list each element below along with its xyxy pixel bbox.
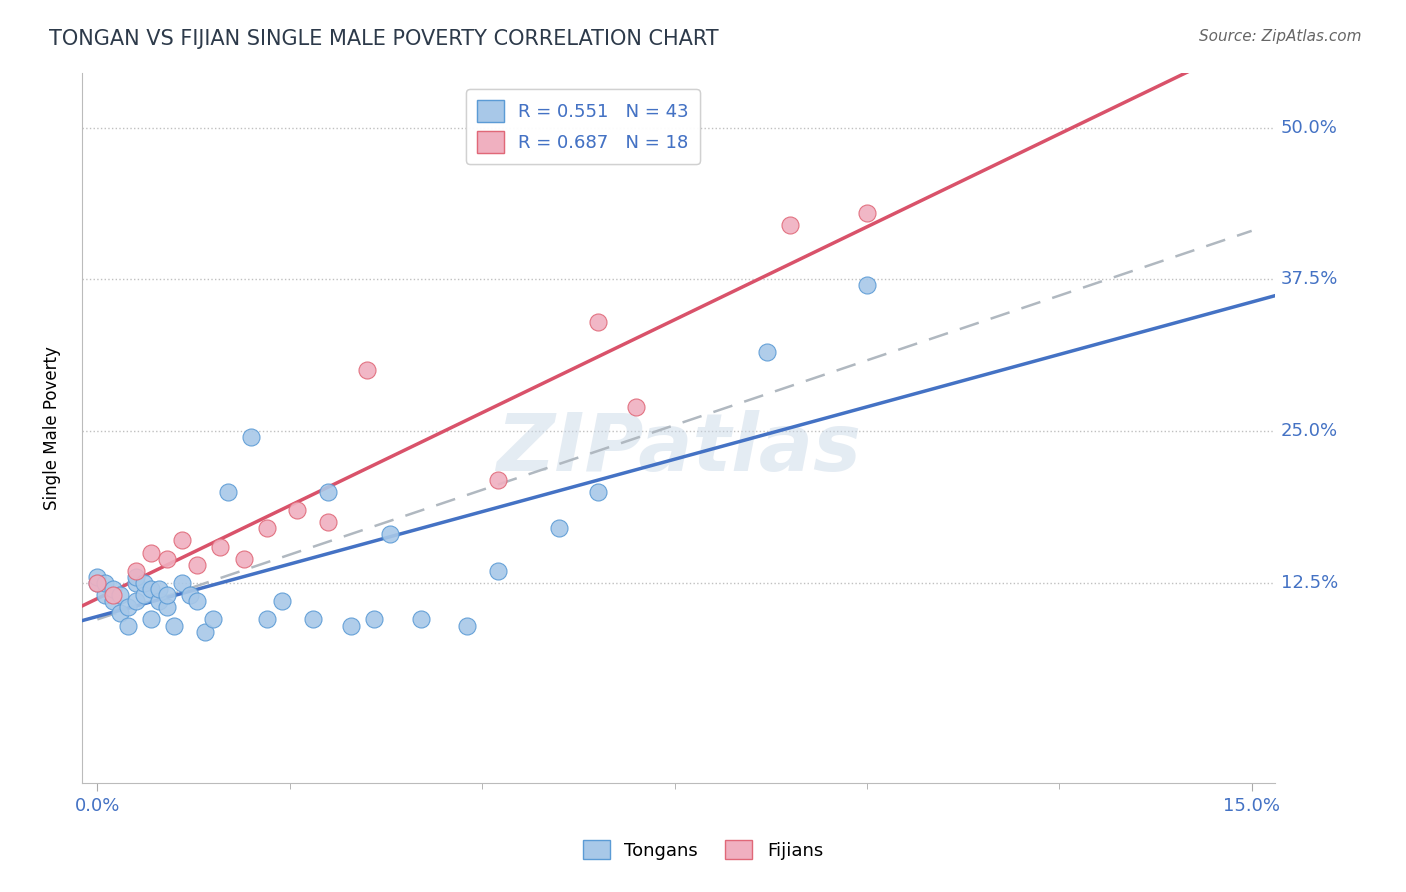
- Point: [194, 624, 217, 639]
- Point: [586, 484, 609, 499]
- Point: [94, 588, 117, 602]
- Point: [170, 576, 193, 591]
- Point: [141, 582, 163, 596]
- Point: [125, 594, 148, 608]
- Point: [117, 618, 139, 632]
- Point: [232, 551, 254, 566]
- Point: [86, 570, 108, 584]
- Point: [240, 430, 263, 444]
- Point: [117, 600, 139, 615]
- Point: [486, 473, 509, 487]
- Point: [548, 521, 571, 535]
- Point: [101, 594, 124, 608]
- Text: 25.0%: 25.0%: [1281, 422, 1339, 441]
- Legend: Tongans, Fijians: Tongans, Fijians: [575, 832, 831, 867]
- Point: [101, 588, 124, 602]
- Text: TONGAN VS FIJIAN SINGLE MALE POVERTY CORRELATION CHART: TONGAN VS FIJIAN SINGLE MALE POVERTY COR…: [49, 29, 718, 49]
- Point: [755, 345, 778, 359]
- Point: [301, 612, 323, 626]
- Text: Source: ZipAtlas.com: Source: ZipAtlas.com: [1198, 29, 1361, 45]
- Text: 37.5%: 37.5%: [1281, 270, 1339, 288]
- Point: [132, 576, 155, 591]
- Point: [186, 594, 208, 608]
- Point: [456, 618, 478, 632]
- Point: [779, 218, 801, 232]
- Point: [110, 607, 132, 621]
- Text: 50.0%: 50.0%: [1281, 119, 1337, 136]
- Point: [316, 516, 339, 530]
- Point: [179, 588, 201, 602]
- Point: [316, 484, 339, 499]
- Point: [209, 540, 232, 554]
- Point: [409, 612, 432, 626]
- Point: [94, 576, 117, 591]
- Point: [125, 570, 148, 584]
- Text: 12.5%: 12.5%: [1281, 574, 1339, 592]
- Point: [340, 618, 363, 632]
- Point: [256, 612, 278, 626]
- Point: [101, 582, 124, 596]
- Point: [363, 612, 385, 626]
- Point: [586, 315, 609, 329]
- Point: [141, 612, 163, 626]
- Point: [170, 533, 193, 548]
- Point: [378, 527, 401, 541]
- Point: [155, 551, 177, 566]
- Point: [856, 278, 879, 293]
- Point: [155, 588, 177, 602]
- Point: [86, 576, 108, 591]
- Point: [132, 588, 155, 602]
- Point: [110, 588, 132, 602]
- Point: [217, 484, 239, 499]
- Point: [256, 521, 278, 535]
- Point: [125, 564, 148, 578]
- Point: [624, 400, 647, 414]
- Point: [356, 363, 378, 377]
- Y-axis label: Single Male Poverty: Single Male Poverty: [44, 346, 60, 510]
- Point: [125, 576, 148, 591]
- Point: [271, 594, 294, 608]
- Point: [141, 546, 163, 560]
- Text: ZIPatlas: ZIPatlas: [496, 410, 860, 489]
- Point: [163, 618, 186, 632]
- Legend: R = 0.551   N = 43, R = 0.687   N = 18: R = 0.551 N = 43, R = 0.687 N = 18: [465, 89, 700, 164]
- Point: [148, 582, 170, 596]
- Point: [486, 564, 509, 578]
- Point: [86, 576, 108, 591]
- Point: [148, 594, 170, 608]
- Point: [287, 503, 309, 517]
- Point: [856, 205, 879, 219]
- Point: [155, 600, 177, 615]
- Point: [201, 612, 224, 626]
- Point: [186, 558, 208, 572]
